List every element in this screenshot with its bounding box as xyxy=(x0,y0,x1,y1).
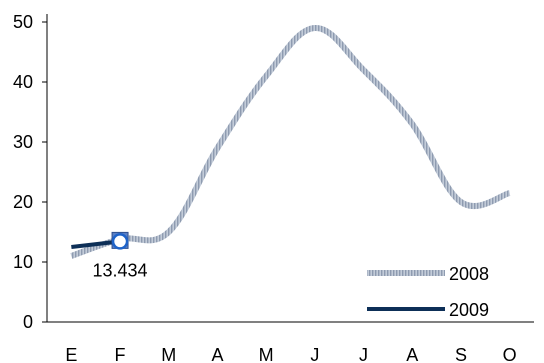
x-tick-label-6: J xyxy=(359,345,368,363)
legend: 2008 2009 xyxy=(367,264,489,320)
y-tick-label-2: 20 xyxy=(13,192,33,212)
x-tick-label-2: M xyxy=(161,345,176,363)
y-tick-label-0: 0 xyxy=(23,312,33,332)
x-tick-label-9: O xyxy=(503,345,517,363)
series-layer: 13.434 xyxy=(70,25,511,280)
x-tick-label-7: A xyxy=(406,345,418,363)
y-tick-label-3: 30 xyxy=(13,132,33,152)
x-tick-label-4: M xyxy=(259,345,274,363)
y-tick-label-5: 50 xyxy=(13,12,33,32)
x-tick-label-1: F xyxy=(115,345,126,363)
x-tick-label-0: E xyxy=(65,345,77,363)
x-tick-label-5: J xyxy=(310,345,319,363)
axes: 0 10 20 30 40 50 E F M A M J J A S O xyxy=(13,12,534,363)
data-label-0: 13.434 xyxy=(93,260,148,280)
series-line-2008 xyxy=(70,25,511,259)
point-marker-2009-1 xyxy=(111,233,129,250)
x-tick-label-8: S xyxy=(455,345,467,363)
y-tick-label-4: 40 xyxy=(13,72,33,92)
x-tick-label-3: A xyxy=(211,345,223,363)
legend-label-2009: 2009 xyxy=(449,300,489,320)
legend-label-2008: 2008 xyxy=(449,264,489,284)
y-tick-label-1: 10 xyxy=(13,252,33,272)
